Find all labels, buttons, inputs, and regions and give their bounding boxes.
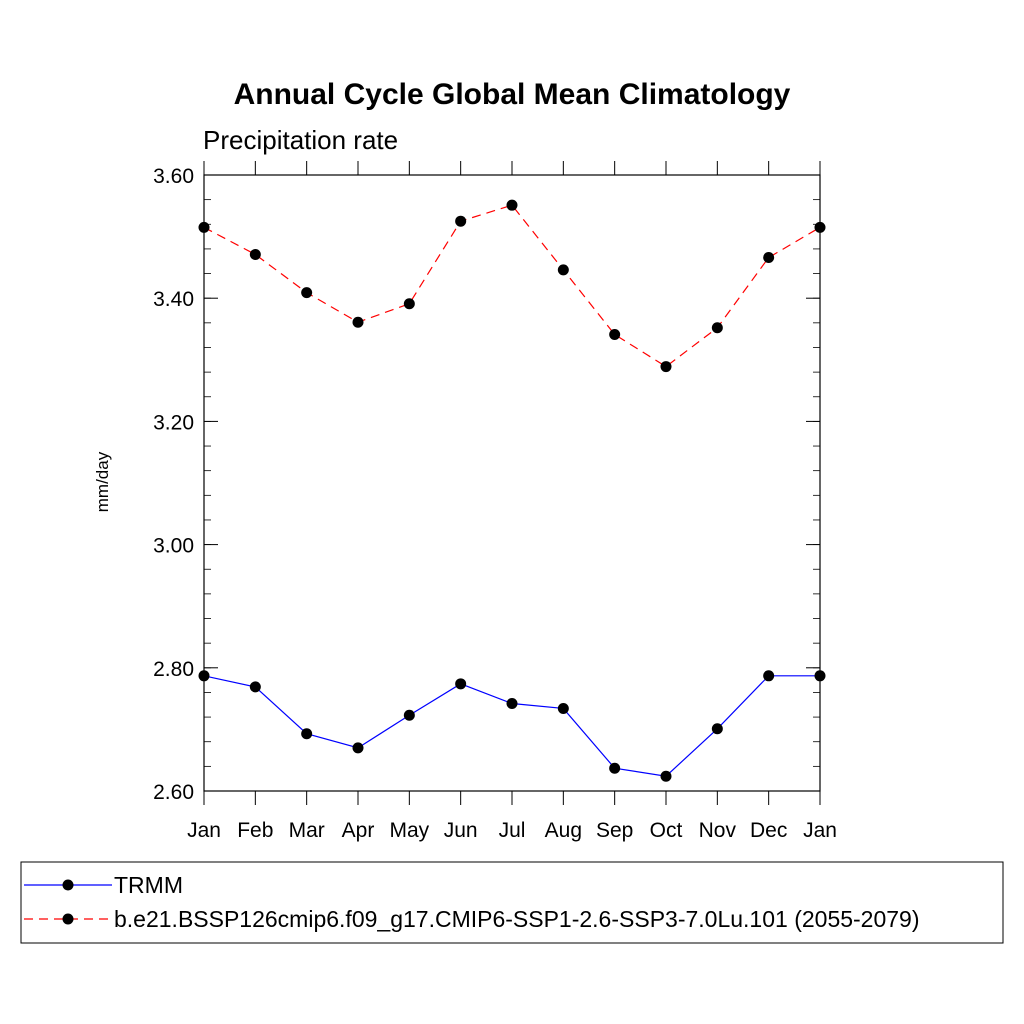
data-point bbox=[660, 361, 672, 373]
x-tick-label: May bbox=[389, 819, 429, 842]
data-point bbox=[711, 723, 723, 735]
x-tick-label: Oct bbox=[650, 819, 683, 842]
data-point bbox=[301, 728, 313, 740]
y-axis-label: mm/day bbox=[93, 451, 112, 512]
x-tick-label: Feb bbox=[237, 819, 273, 842]
x-tick-label: Mar bbox=[289, 819, 325, 842]
x-tick-label: Jun bbox=[444, 819, 478, 842]
legend-box bbox=[20, 861, 1004, 944]
series-line-1 bbox=[203, 204, 821, 368]
data-point bbox=[403, 709, 415, 721]
y-tick-label: 3.20 bbox=[153, 411, 194, 434]
data-point bbox=[609, 329, 621, 341]
data-point bbox=[609, 762, 621, 774]
y-tick-label: 2.60 bbox=[153, 781, 194, 804]
data-point bbox=[557, 264, 569, 276]
x-tick-label: Dec bbox=[750, 819, 787, 842]
data-point bbox=[557, 702, 569, 714]
data-point bbox=[506, 698, 518, 710]
data-point bbox=[352, 742, 364, 754]
data-point bbox=[352, 316, 364, 328]
legend-label-0: TRMM bbox=[114, 872, 183, 898]
legend-marker-1 bbox=[62, 913, 74, 925]
series-0 bbox=[198, 670, 826, 782]
legend: TRMM b.e21.BSSP126cmip6.f09_g17.CMIP6-SSP… bbox=[20, 861, 1004, 944]
series-1 bbox=[198, 199, 826, 373]
data-point bbox=[763, 252, 775, 264]
data-point bbox=[249, 681, 261, 693]
y-tick-label: 2.80 bbox=[153, 658, 194, 681]
y-tick-label: 3.60 bbox=[153, 165, 194, 188]
x-tick-label: Jul bbox=[499, 819, 526, 842]
plot-frame bbox=[203, 174, 821, 792]
x-tick-label: Apr bbox=[342, 819, 375, 842]
ticks-layer: 2.60 2.80 3.00 3.20 3.40 3.60 Jan Feb Mar Apr May J… bbox=[153, 161, 837, 842]
data-point bbox=[249, 248, 261, 260]
legend-marker-0 bbox=[62, 879, 74, 891]
series-line-0 bbox=[203, 675, 820, 777]
chart-subtitle: Precipitation rate bbox=[203, 125, 398, 155]
data-point bbox=[301, 287, 313, 299]
data-point bbox=[403, 298, 415, 310]
y-tick-label: 3.00 bbox=[153, 535, 194, 558]
chart-title: Annual Cycle Global Mean Climatology bbox=[234, 78, 791, 111]
y-tick-label: 3.40 bbox=[153, 288, 194, 311]
data-point bbox=[711, 322, 723, 334]
x-tick-label: Jan bbox=[803, 819, 837, 842]
data-point bbox=[455, 678, 467, 690]
legend-label-1: b.e21.BSSP126cmip6.f09_g17.CMIP6-SSP1-2.… bbox=[114, 906, 920, 932]
data-point bbox=[506, 199, 518, 211]
data-point bbox=[763, 670, 775, 682]
x-tick-label: Aug bbox=[545, 819, 582, 842]
data-point bbox=[660, 770, 672, 782]
x-tick-label: Nov bbox=[699, 819, 737, 842]
data-point bbox=[455, 215, 467, 227]
x-tick-label: Jan bbox=[187, 819, 221, 842]
series-layer bbox=[198, 199, 826, 782]
x-tick-label: Sep bbox=[596, 819, 633, 842]
